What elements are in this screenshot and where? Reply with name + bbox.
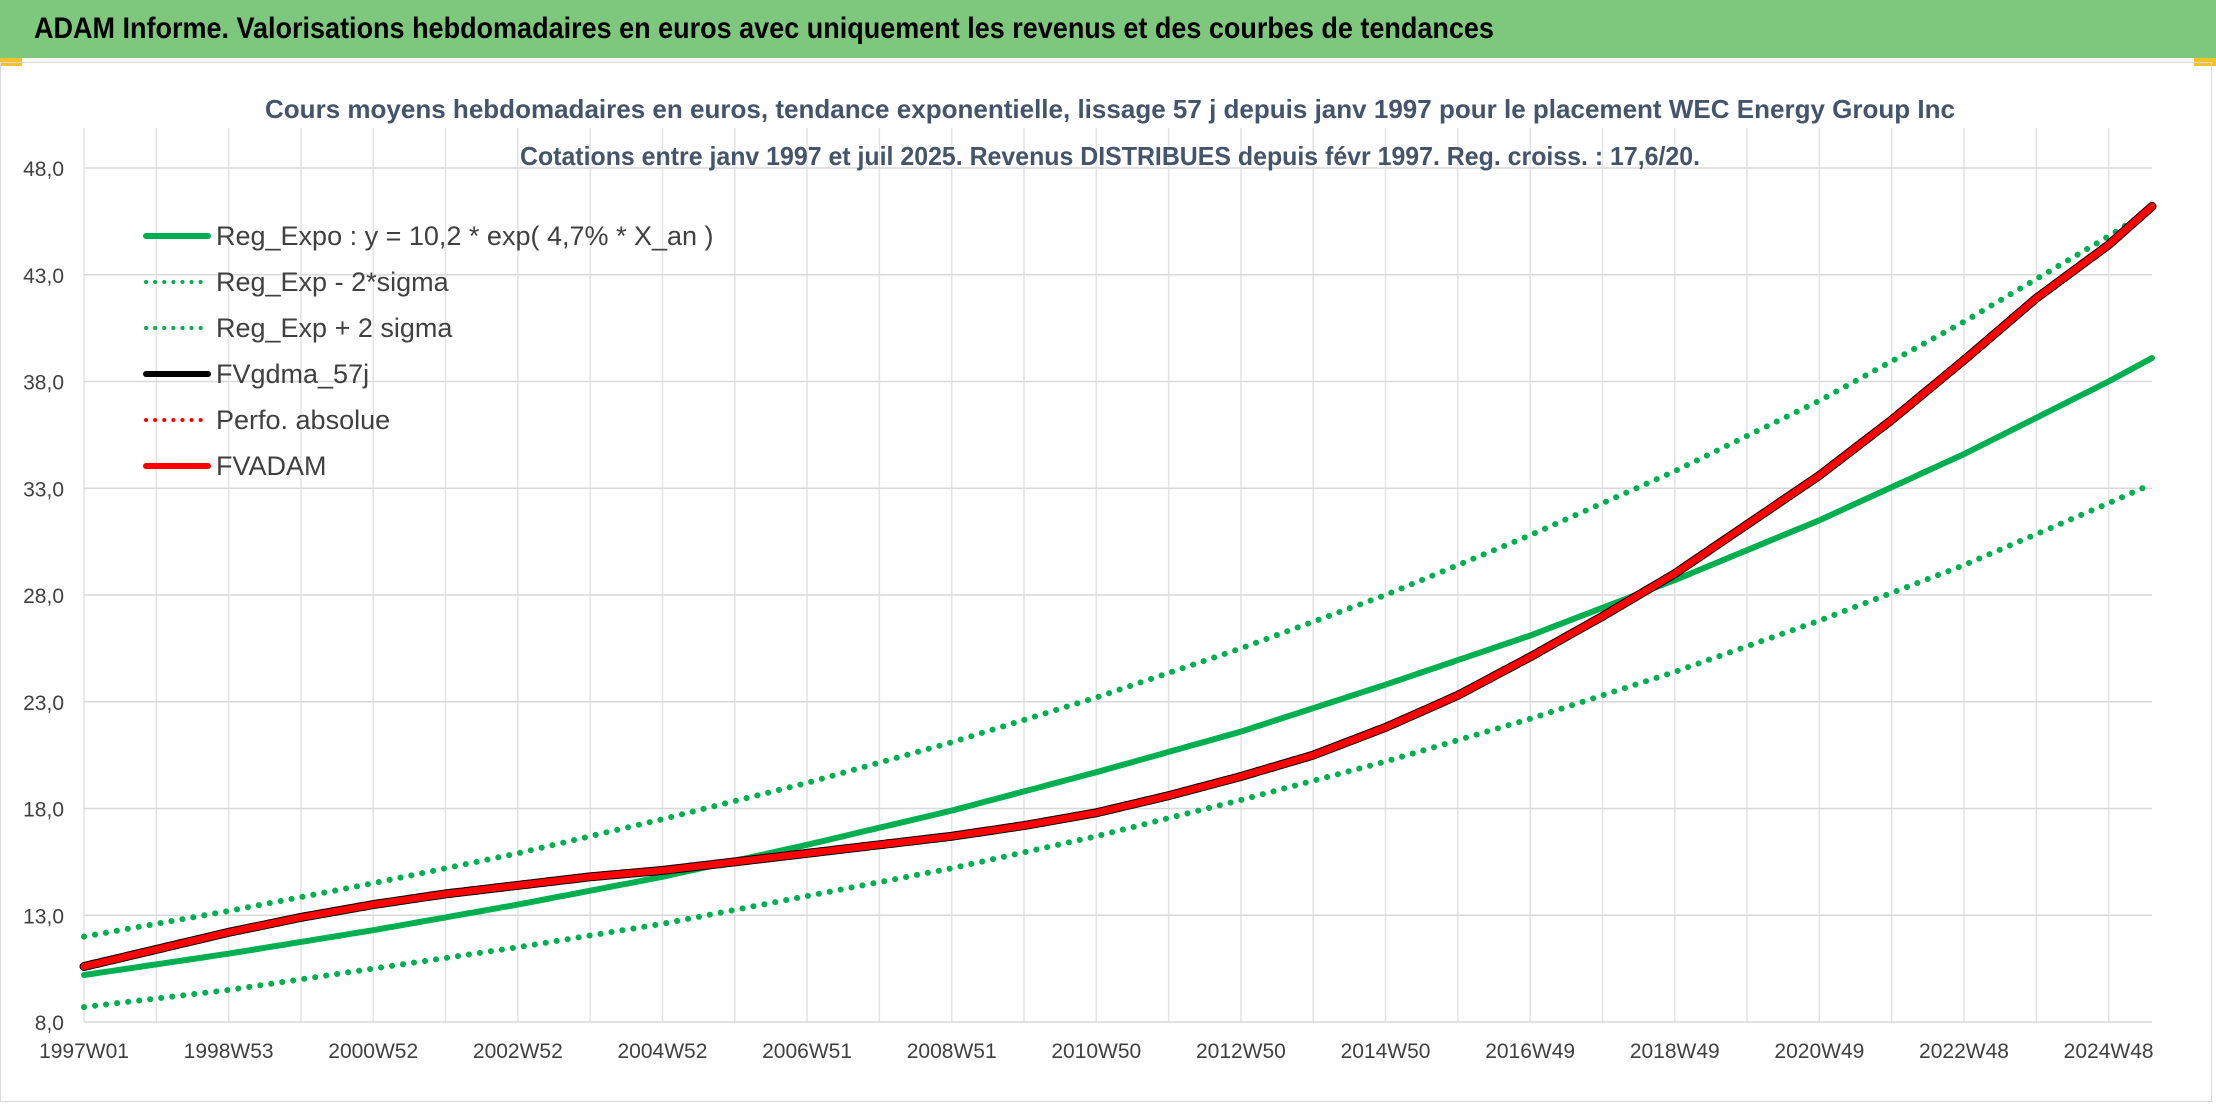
y-tick-label: 23,0 [23,692,64,715]
chart-series [79,201,2157,1011]
legend-label: Reg_Exp - 2*sigma [216,267,450,297]
chart-frame [0,62,2212,1102]
y-tick-label: 8,0 [35,1012,64,1035]
x-tick-label: 2002W52 [473,1040,563,1063]
y-tick-label: 13,0 [23,905,64,928]
report-title: ADAM Informe. Valorisations hebdomadaire… [34,12,1494,45]
x-tick-label: 2022W48 [1919,1040,2009,1063]
x-tick-label: 2018W49 [1630,1040,1720,1063]
legend-label: Reg_Exp + 2 sigma [216,313,453,343]
legend-label: FVgdma_57j [216,359,369,389]
x-tick-label: 2020W49 [1774,1040,1864,1063]
y-tick-label: 38,0 [23,372,64,395]
x-tick-label: 2012W50 [1196,1040,1286,1063]
series-line-5 [80,202,2156,970]
y-tick-label: 28,0 [23,585,64,608]
y-tick-label: 18,0 [23,799,64,822]
report-banner: ADAM Informe. Valorisations hebdomadaire… [0,0,2216,58]
series-line-1 [81,481,2155,1011]
legend-label: Reg_Expo : y = 10,2 * exp( 4,7% * X_an ) [216,221,714,251]
legend-label: Perfo. absolue [216,405,390,435]
series-line-2 [81,205,2155,940]
legend-label: FVADAM [216,451,327,481]
chart-title-block: Cours moyens hebdomadaires en euros, ten… [265,94,1955,171]
x-tick-label: 2008W51 [907,1040,997,1063]
series-line-0 [81,355,2155,978]
y-tick-label: 33,0 [23,478,64,501]
x-tick-label: 2006W51 [762,1040,852,1063]
x-tick-label: 2000W52 [328,1040,418,1063]
x-tick-label: 2004W52 [618,1040,708,1063]
chart-grid [83,128,2152,1023]
x-tick-label: 1998W53 [184,1040,274,1063]
y-axis-ticks: 8,0 13,0 18,0 23,0 28,0 33,0 38,0 43,0 48,0 [23,158,64,1035]
chart-subtitle: Cotations entre janv 1997 et juil 2025. … [520,141,1700,171]
chart-title: Cours moyens hebdomadaires en euros, ten… [265,94,1955,124]
x-tick-label: 1997W01 [39,1040,129,1063]
x-axis-ticks: 1997W01 1998W53 2000W52 2002W52 2004W52 2006W… [39,1040,2154,1063]
x-tick-label: 2010W50 [1051,1040,1141,1063]
y-tick-label: 48,0 [23,158,64,181]
x-tick-label: 2014W50 [1341,1040,1431,1063]
x-tick-label: 2016W49 [1485,1040,1575,1063]
x-tick-label: 2024W48 [2064,1040,2154,1063]
y-tick-label: 43,0 [23,265,64,288]
chart-legend: Reg_Expo : y = 10,2 * exp( 4,7% * X_an )… [143,221,714,481]
